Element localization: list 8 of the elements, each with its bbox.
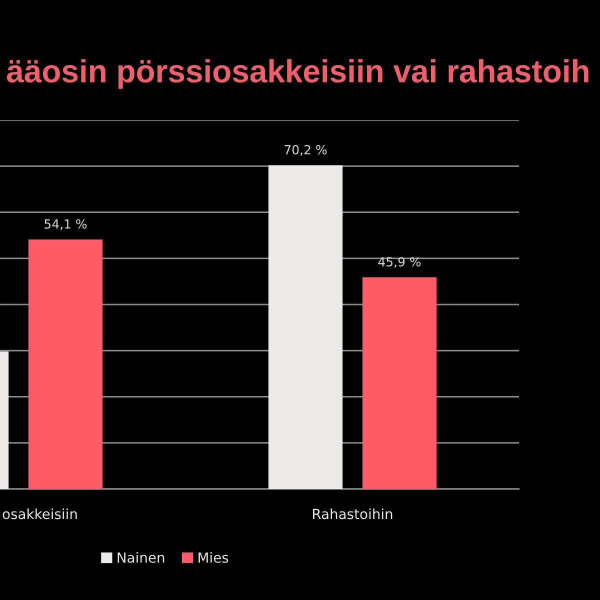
data-label: 70,2 %	[284, 144, 327, 156]
data-label: 45,9 %	[378, 257, 421, 268]
x-tick-label: Rahastoihin	[313, 508, 392, 520]
legend-label: Mies	[198, 552, 228, 563]
legend-label: Nainen	[118, 552, 164, 563]
chart-title: ääosin pörssiosakkeisiin vai rahastoih	[6, 59, 588, 89]
x-tick-label: osakkeisiin	[2, 508, 77, 520]
data-label: 54,1 %	[44, 219, 87, 230]
